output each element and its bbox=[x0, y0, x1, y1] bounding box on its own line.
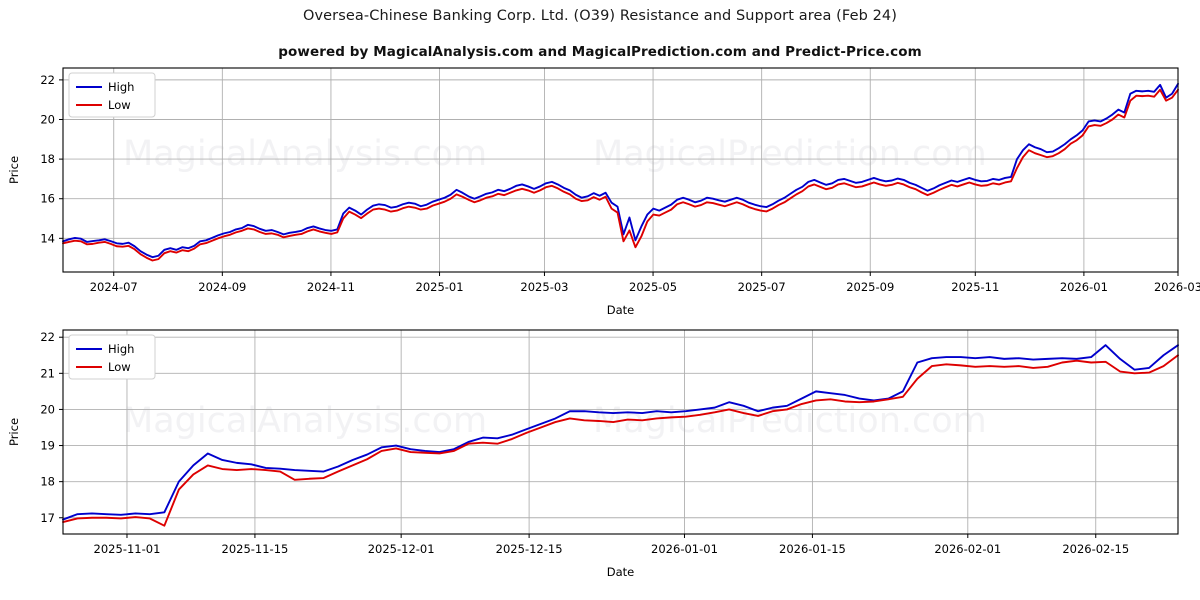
watermark-left: MagicalAnalysis.com bbox=[123, 401, 487, 441]
x-tick-label: 2024-09 bbox=[198, 280, 246, 294]
series-line-high bbox=[62, 82, 1179, 259]
y-tick-label: 17 bbox=[40, 511, 55, 525]
overview-chart-svg: MagicalAnalysis.com MagicalPrediction.com… bbox=[7, 67, 1200, 317]
x-tick-label: 2025-12-01 bbox=[368, 542, 435, 556]
x-tick-label: 2025-07 bbox=[738, 280, 786, 294]
x-tick-label: 2025-11 bbox=[951, 280, 999, 294]
legend-entry-high-label: High bbox=[108, 342, 134, 356]
legend-entry-low-label: Low bbox=[108, 360, 131, 374]
page-subtitle: powered by MagicalAnalysis.com and Magic… bbox=[278, 44, 922, 60]
y-tick-label: 22 bbox=[40, 73, 55, 87]
x-tick-label: 2025-12-15 bbox=[496, 542, 563, 556]
page-title: Oversea-Chinese Banking Corp. Ltd. (O39)… bbox=[302, 8, 898, 24]
x-axis-title: Date bbox=[607, 303, 635, 317]
x-tick-label: 2025-11-01 bbox=[94, 542, 161, 556]
x-tick-label: 2026-01-01 bbox=[651, 542, 718, 556]
series-line-low bbox=[62, 88, 1179, 262]
y-tick-label: 19 bbox=[40, 439, 55, 453]
x-tick-label: 2026-02-15 bbox=[1062, 542, 1129, 556]
y-tick-label: 16 bbox=[40, 192, 55, 206]
x-axis-title: Date bbox=[607, 565, 635, 579]
overview-chart-panel: MagicalAnalysis.com MagicalPrediction.com… bbox=[0, 60, 1200, 320]
series-line-low bbox=[62, 354, 1179, 527]
watermark-right: MagicalPrediction.com bbox=[593, 401, 987, 441]
x-tick-label: 2026-01-15 bbox=[779, 542, 846, 556]
legend-entry-low-label: Low bbox=[108, 98, 131, 112]
y-axis-title: Price bbox=[7, 156, 21, 184]
y-tick-label: 14 bbox=[40, 231, 55, 245]
x-tick-label: 2025-11-15 bbox=[222, 542, 289, 556]
y-tick-label: 20 bbox=[40, 402, 55, 416]
y-tick-label: 20 bbox=[40, 112, 55, 126]
plot-border bbox=[62, 329, 1179, 535]
y-tick-label: 22 bbox=[40, 330, 55, 344]
y-tick-label: 18 bbox=[40, 475, 55, 489]
zoomed-chart-svg: MagicalAnalysis.com MagicalPrediction.com… bbox=[7, 329, 1179, 579]
x-tick-label: 2025-09 bbox=[846, 280, 894, 294]
watermark-left: MagicalAnalysis.com bbox=[123, 134, 487, 174]
x-tick-label: 2024-07 bbox=[90, 280, 138, 294]
zoomed-chart-panel: MagicalAnalysis.com MagicalPrediction.com… bbox=[0, 322, 1200, 600]
y-axis-title: Price bbox=[7, 418, 21, 446]
x-tick-label: 2025-03 bbox=[520, 280, 568, 294]
x-tick-label: 2026-03 bbox=[1154, 280, 1200, 294]
x-tick-label: 2026-01 bbox=[1060, 280, 1108, 294]
x-tick-label: 2026-02-01 bbox=[934, 542, 1001, 556]
plot-border bbox=[62, 67, 1179, 273]
x-tick-label: 2024-11 bbox=[307, 280, 355, 294]
y-tick-label: 21 bbox=[40, 366, 55, 380]
y-tick-label: 18 bbox=[40, 152, 55, 166]
watermark-right: MagicalPrediction.com bbox=[593, 134, 987, 174]
x-tick-label: 2025-05 bbox=[629, 280, 677, 294]
x-tick-label: 2025-01 bbox=[416, 280, 464, 294]
legend-entry-high-label: High bbox=[108, 80, 134, 94]
series-line-high bbox=[62, 344, 1179, 521]
